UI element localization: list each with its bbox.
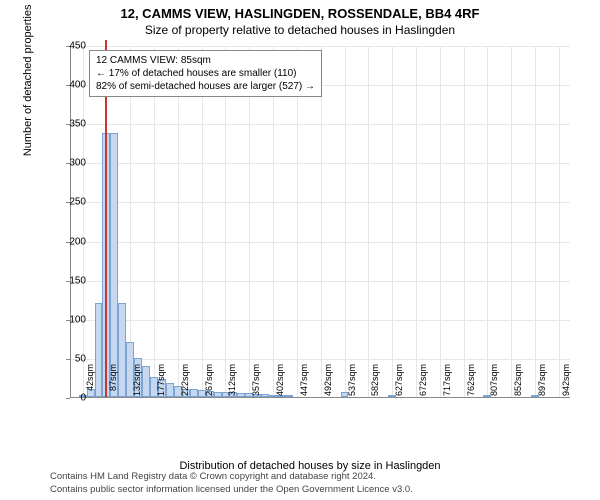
annotation-box: 12 CAMMS VIEW: 85sqm← 17% of detached ho… bbox=[89, 50, 322, 97]
gridline-v bbox=[487, 46, 488, 397]
x-tick-label: 357sqm bbox=[251, 364, 261, 404]
bar bbox=[261, 394, 269, 397]
gridline-v bbox=[416, 46, 417, 397]
x-tick-label: 537sqm bbox=[347, 364, 357, 404]
x-tick-label: 87sqm bbox=[108, 364, 118, 404]
annotation-line3: 82% of semi-detached houses are larger (… bbox=[96, 80, 315, 93]
bar bbox=[110, 133, 118, 397]
x-tick-label: 267sqm bbox=[204, 364, 214, 404]
gridline-v bbox=[559, 46, 560, 397]
gridline-v bbox=[368, 46, 369, 397]
bar bbox=[95, 303, 103, 397]
x-tick-label: 807sqm bbox=[489, 364, 499, 404]
x-tick-label: 492sqm bbox=[323, 364, 333, 404]
x-tick-label: 672sqm bbox=[418, 364, 428, 404]
x-tick-label: 132sqm bbox=[132, 364, 142, 404]
page-subtitle: Size of property relative to detached ho… bbox=[0, 21, 600, 37]
bar bbox=[190, 389, 198, 397]
gridline-v bbox=[225, 46, 226, 397]
y-tick-label: 300 bbox=[56, 158, 86, 169]
x-tick-label: 897sqm bbox=[537, 364, 547, 404]
footer-line1: Contains HM Land Registry data © Crown c… bbox=[50, 471, 413, 483]
bar bbox=[214, 392, 222, 397]
x-tick-label: 717sqm bbox=[442, 364, 452, 404]
gridline-v bbox=[440, 46, 441, 397]
y-tick-label: 450 bbox=[56, 41, 86, 52]
x-tick-label: 627sqm bbox=[394, 364, 404, 404]
y-tick-label: 0 bbox=[56, 393, 86, 404]
gridline-v bbox=[178, 46, 179, 397]
bar bbox=[118, 303, 126, 397]
gridline-v bbox=[202, 46, 203, 397]
y-tick-label: 100 bbox=[56, 314, 86, 325]
x-tick-label: 222sqm bbox=[180, 364, 190, 404]
x-tick-label: 852sqm bbox=[513, 364, 523, 404]
footer-line2: Contains public sector information licen… bbox=[50, 484, 413, 496]
y-axis-label: Number of detached properties bbox=[22, 5, 34, 157]
y-tick-label: 250 bbox=[56, 197, 86, 208]
annotation-line1: 12 CAMMS VIEW: 85sqm bbox=[96, 54, 315, 67]
bar bbox=[166, 383, 174, 397]
x-tick-label: 312sqm bbox=[227, 364, 237, 404]
x-tick-label: 942sqm bbox=[561, 364, 571, 404]
page-title: 12, CAMMS VIEW, HASLINGDEN, ROSSENDALE, … bbox=[0, 0, 600, 21]
gridline-v bbox=[535, 46, 536, 397]
x-axis-label: Distribution of detached houses by size … bbox=[50, 460, 570, 472]
gridline-v bbox=[297, 46, 298, 397]
bar bbox=[285, 395, 293, 397]
footer-text: Contains HM Land Registry data © Crown c… bbox=[50, 471, 413, 496]
y-tick-label: 50 bbox=[56, 353, 86, 364]
gridline-v bbox=[249, 46, 250, 397]
x-tick-label: 402sqm bbox=[275, 364, 285, 404]
gridline-v bbox=[345, 46, 346, 397]
gridline-v bbox=[511, 46, 512, 397]
gridline-v bbox=[83, 46, 84, 397]
gridline-v bbox=[464, 46, 465, 397]
plot-area: 12 CAMMS VIEW: 85sqm← 17% of detached ho… bbox=[70, 46, 570, 398]
gridline-v bbox=[154, 46, 155, 397]
x-tick-label: 42sqm bbox=[85, 364, 95, 404]
y-tick-label: 350 bbox=[56, 119, 86, 130]
chart-container: Number of detached properties 12 CAMMS V… bbox=[50, 46, 570, 418]
x-tick-label: 762sqm bbox=[466, 364, 476, 404]
bar bbox=[142, 366, 150, 397]
y-tick-label: 150 bbox=[56, 275, 86, 286]
x-tick-label: 177sqm bbox=[156, 364, 166, 404]
gridline-v bbox=[321, 46, 322, 397]
bar bbox=[237, 393, 245, 397]
gridline-v bbox=[273, 46, 274, 397]
x-tick-label: 447sqm bbox=[299, 364, 309, 404]
y-tick-label: 200 bbox=[56, 236, 86, 247]
annotation-line2: ← 17% of detached houses are smaller (11… bbox=[96, 67, 315, 80]
x-tick-label: 582sqm bbox=[370, 364, 380, 404]
gridline-v bbox=[392, 46, 393, 397]
y-tick-label: 400 bbox=[56, 80, 86, 91]
